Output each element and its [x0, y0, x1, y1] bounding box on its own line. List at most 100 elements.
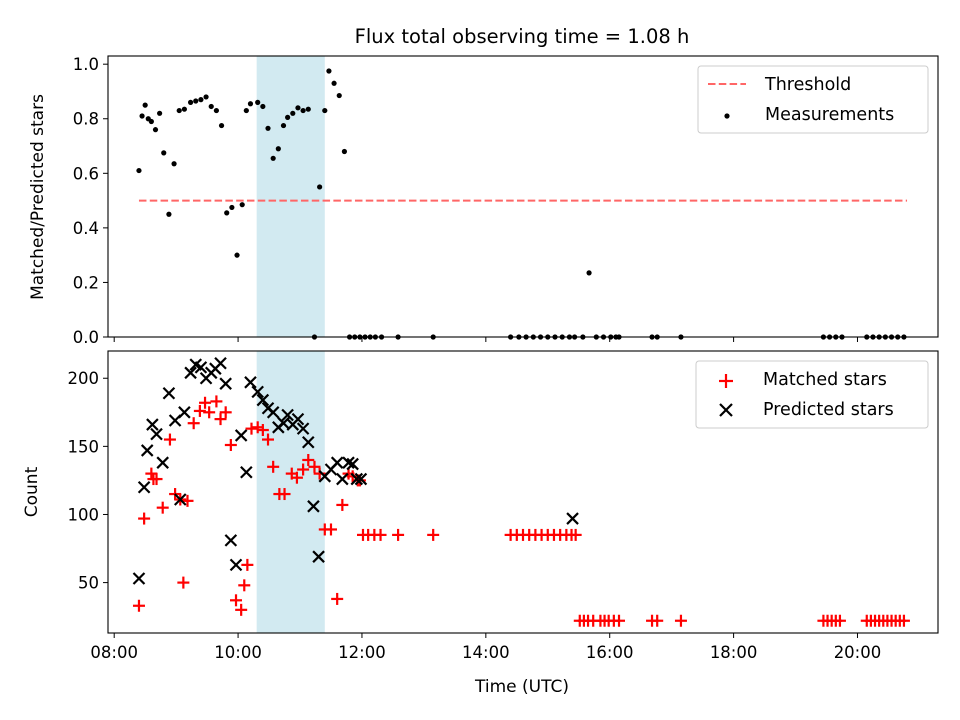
- matched-star-marker: [313, 467, 326, 480]
- measurement-point: [157, 110, 163, 116]
- matched-star-marker: [203, 406, 216, 419]
- matched-star-marker: [145, 467, 158, 480]
- bottom-y-tick-label: 50: [78, 574, 99, 593]
- matched-star-marker: [374, 528, 387, 541]
- measurement-point: [136, 167, 142, 174]
- predicted-star-marker: [178, 406, 191, 419]
- predicted-star-marker: [132, 572, 146, 585]
- top-y-tick-label: 0.4: [73, 219, 99, 238]
- matched-star-marker: [181, 494, 194, 507]
- legend-measurements-label: Measurements: [765, 105, 894, 125]
- predicted-star-marker: [156, 456, 169, 469]
- measurement-point: [142, 102, 148, 108]
- matched-star-marker: [177, 576, 190, 589]
- predicted-stars-markers: [132, 356, 579, 585]
- predicted-star-marker: [184, 366, 197, 380]
- measurement-point: [285, 114, 291, 120]
- matched-star-marker: [245, 422, 258, 435]
- measurement-point: [198, 97, 204, 103]
- bottom-panel: 50 100 150 200 08:00 10:00 12:00 14:00 16:00 18:…: [22, 350, 939, 697]
- matched-star-marker: [256, 424, 269, 437]
- matched-star-marker: [278, 488, 291, 501]
- measurement-point: [229, 204, 235, 211]
- predicted-star-marker: [173, 493, 187, 506]
- legend-matched-swatch: [719, 374, 733, 388]
- bottom-y-axis-label: Count: [22, 466, 42, 517]
- legend-threshold-label: Threshold: [764, 75, 851, 95]
- bottom-x-tick-label: 18:00: [710, 643, 758, 662]
- matched-star-marker: [241, 558, 254, 571]
- measurement-point: [270, 155, 276, 161]
- matched-star-marker: [230, 594, 243, 607]
- predicted-star-marker: [566, 512, 579, 525]
- matched-star-marker: [674, 614, 687, 627]
- bottom-y-tick-label: 200: [68, 369, 100, 388]
- measurement-point: [148, 118, 154, 125]
- predicted-star-marker: [342, 456, 355, 469]
- predicted-star-marker: [194, 361, 208, 374]
- measurement-point: [203, 94, 209, 100]
- top-legend: Threshold Measurements: [697, 65, 929, 134]
- bottom-y-tick-label: 100: [68, 505, 100, 524]
- predicted-star-marker: [162, 386, 176, 400]
- predicted-star-marker: [219, 377, 232, 390]
- matched-star-marker: [163, 433, 176, 446]
- predicted-star-marker: [146, 418, 159, 431]
- matched-star-marker: [290, 471, 303, 484]
- predicted-star-marker: [307, 500, 320, 513]
- predicted-star-marker: [312, 550, 325, 563]
- matched-star-marker: [132, 599, 145, 612]
- predicted-star-marker: [251, 385, 264, 399]
- bottom-x-ticks: 08:00 10:00 12:00 14:00 16:00 18:00 20:00: [90, 633, 881, 662]
- measurement-point: [218, 122, 225, 129]
- matched-star-marker: [308, 460, 321, 473]
- measurement-point: [305, 106, 311, 112]
- bottom-x-axis-label: Time (UTC): [474, 677, 569, 697]
- legend-predicted-swatch: [719, 403, 733, 417]
- matched-star-marker: [392, 528, 405, 541]
- bottom-x-tick-label: 16:00: [586, 643, 634, 662]
- matched-star-marker: [302, 453, 315, 466]
- matched-star-marker: [613, 614, 626, 627]
- matched-star-marker: [156, 501, 169, 514]
- measurement-point: [224, 210, 230, 216]
- measurement-point: [265, 125, 271, 131]
- top-panel: Flux total observing time = 1.08 h 0.0 0.…: [28, 25, 939, 347]
- measurement-point: [275, 146, 281, 152]
- matched-star-marker: [219, 406, 232, 419]
- matched-star-marker: [251, 421, 264, 434]
- top-title: Flux total observing time = 1.08 h: [355, 25, 690, 48]
- measurement-point: [255, 99, 261, 105]
- bottom-legend-box: [695, 360, 929, 429]
- bottom-axes-frame: [107, 350, 939, 634]
- bottom-y-ticks: 50 100 150 200: [68, 369, 108, 593]
- predicted-star-marker: [301, 435, 315, 449]
- measurement-point: [213, 107, 219, 114]
- predicted-star-marker: [336, 472, 349, 486]
- top-y-tick-label: 0.6: [73, 164, 99, 183]
- matched-star-marker: [324, 523, 337, 536]
- matched-star-marker: [651, 614, 664, 627]
- matched-star-marker: [193, 404, 206, 417]
- measurement-point: [295, 105, 301, 111]
- measurement-point: [586, 270, 592, 276]
- predicted-star-marker: [296, 422, 310, 435]
- matched-star-marker: [210, 395, 223, 408]
- matched-star-marker: [238, 579, 251, 592]
- matched-star-marker: [833, 614, 846, 627]
- bottom-x-tick-label: 10:00: [214, 643, 262, 662]
- bottom-x-tick-label: 12:00: [338, 643, 386, 662]
- predicted-star-marker: [140, 444, 154, 457]
- bottom-shaded-interval: [256, 351, 325, 633]
- predicted-star-marker: [244, 376, 257, 389]
- measurement-point: [336, 92, 342, 99]
- top-shaded-interval: [256, 56, 325, 337]
- measurement-point: [280, 122, 287, 129]
- matched-star-marker: [297, 463, 310, 476]
- top-y-tick-label: 0.0: [73, 328, 99, 347]
- matched-star-marker: [214, 413, 227, 426]
- matched-star-marker: [267, 460, 280, 473]
- predicted-star-marker: [281, 408, 294, 422]
- measurement-point: [239, 202, 245, 208]
- top-axes-frame: [107, 55, 939, 338]
